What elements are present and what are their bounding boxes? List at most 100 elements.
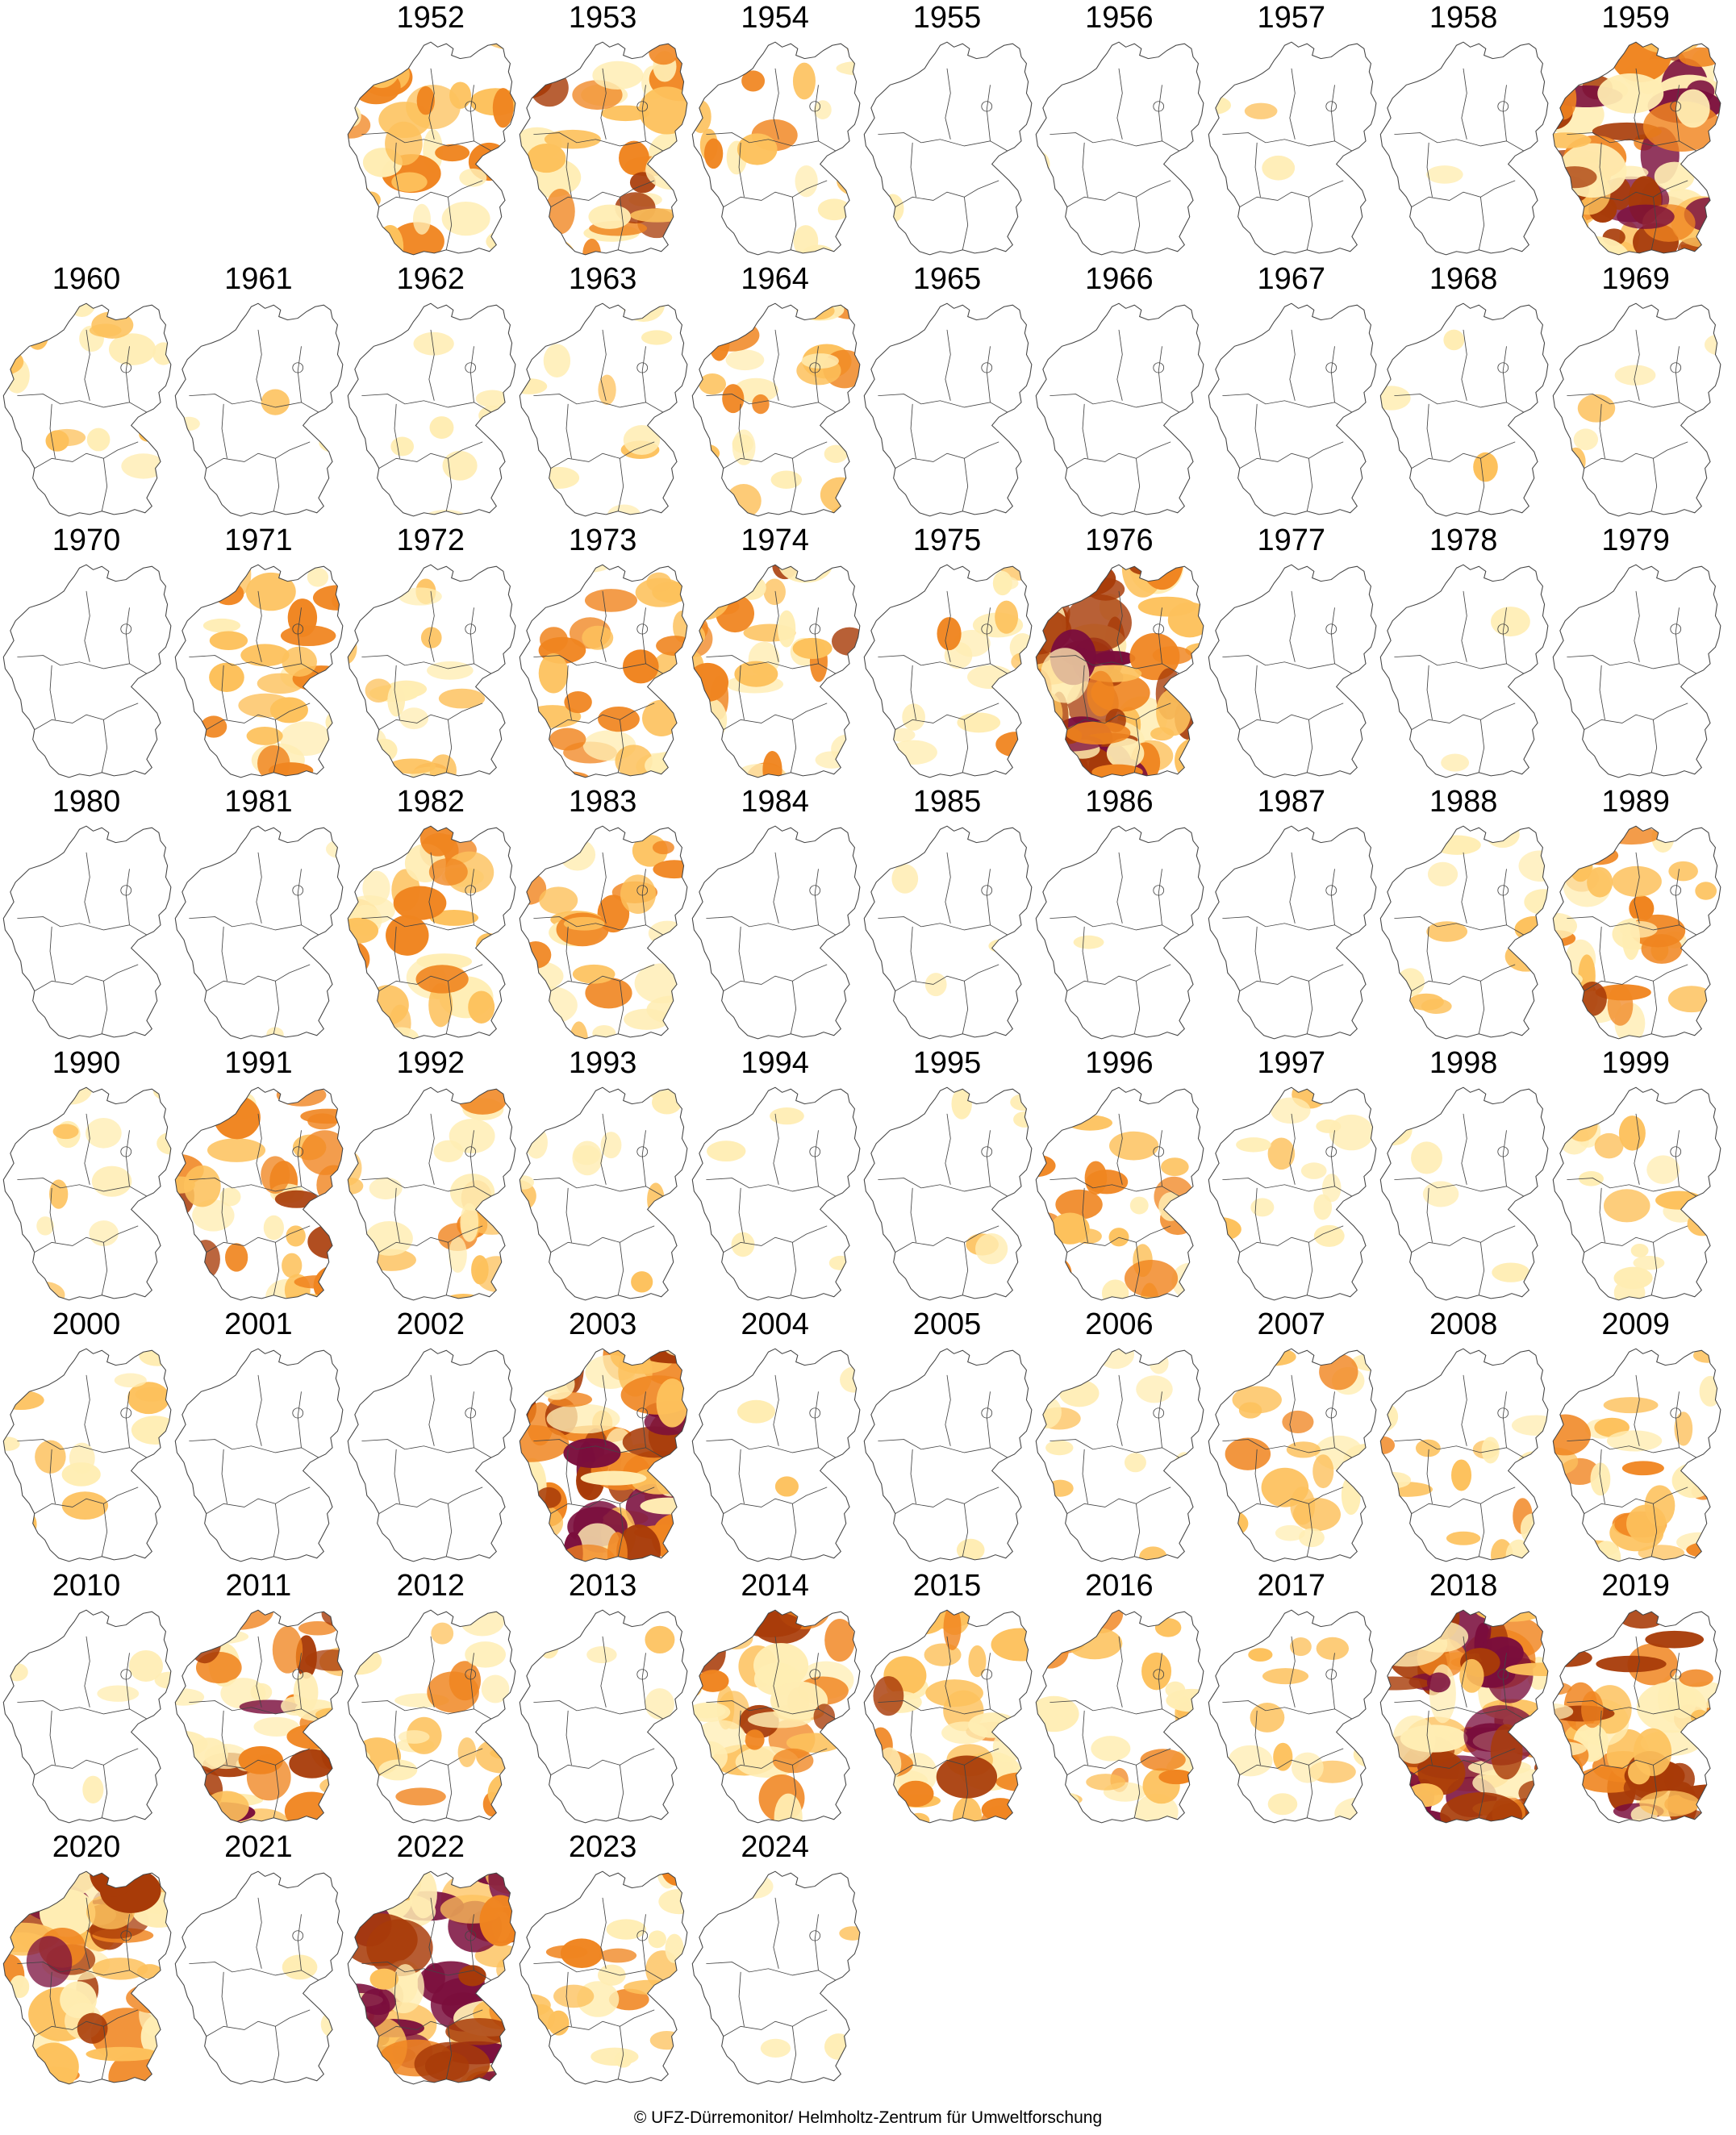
drought-patch (718, 1627, 753, 1650)
drought-patch (128, 1649, 164, 1682)
drought-patch (652, 1090, 682, 1115)
drought-patch (725, 484, 762, 516)
drought-patch (1564, 1610, 1605, 1626)
drought-patch (1671, 1462, 1714, 1499)
country-border (863, 564, 1033, 778)
country-border (1379, 41, 1549, 256)
state-border (1502, 607, 1508, 664)
drought-patch (520, 61, 557, 77)
drought-patch (1586, 866, 1613, 898)
drought-patch (1158, 1769, 1195, 1785)
state-border (125, 607, 130, 664)
state-border (1066, 964, 1171, 991)
drought-patch (1481, 1437, 1500, 1464)
drought-patch (608, 1988, 649, 2011)
drought-patch (539, 1634, 559, 1659)
year-label: 1988 (1429, 785, 1498, 819)
country-fill (1208, 42, 1376, 255)
drought-map (1036, 1609, 1204, 1824)
year-map-1958: 1958 (1377, 0, 1550, 261)
state-border (298, 1391, 303, 1448)
state-border (1566, 655, 1696, 674)
state-border (273, 981, 280, 1034)
drought-patch (371, 738, 398, 762)
state-border (641, 1914, 647, 1970)
state-border (773, 329, 779, 401)
country-border (863, 825, 1033, 1040)
drought-patch (1097, 1349, 1135, 1370)
drought-patch (390, 436, 414, 457)
state-border (1325, 101, 1337, 112)
state-border (1330, 1130, 1335, 1186)
drought-patch (77, 2012, 108, 2044)
year-label: 2017 (1257, 1569, 1326, 1603)
state-border (34, 1487, 139, 1514)
year-label: 1978 (1429, 523, 1498, 557)
drought-map (1208, 564, 1377, 778)
country-border (1379, 1086, 1549, 1301)
drought-patch (741, 70, 765, 92)
state-border (1330, 1653, 1335, 1709)
drought-map (691, 1348, 861, 1562)
drought-patch (429, 416, 454, 440)
drought-patch (1261, 1467, 1308, 1507)
state-border (981, 1146, 993, 1157)
year-map-1968: 1968 (1377, 261, 1550, 523)
drought-patch (1552, 1803, 1588, 1823)
drought-patch (1273, 1742, 1293, 1771)
drought-patch (3, 1875, 54, 1908)
state-border (49, 1710, 56, 1766)
state-border (256, 1113, 263, 1185)
state-border (101, 1765, 108, 1818)
drought-map (1036, 302, 1204, 517)
year-map-1975: 1975 (861, 523, 1033, 784)
drought-map (175, 302, 344, 517)
drought-patch (1329, 1114, 1374, 1151)
drought-patch (1607, 985, 1633, 1026)
drought-patch (708, 1610, 736, 1641)
state-border (641, 85, 647, 141)
state-border (1325, 362, 1337, 373)
year-map-1979: 1979 (1550, 523, 1722, 784)
drought-patch (616, 1524, 661, 1562)
state-border (84, 590, 90, 662)
drought-patch (348, 1871, 411, 1885)
drought-patch (48, 1179, 69, 1209)
drought-patch (691, 1610, 714, 1652)
country-fill (175, 1349, 344, 1562)
state-border (773, 590, 779, 662)
drought-patch (92, 1958, 148, 1980)
drought-patch (974, 1232, 1008, 1265)
state-border (1426, 1449, 1433, 1504)
state-border (723, 1748, 827, 1775)
country-border (347, 1348, 516, 1562)
year-map-2009: 2009 (1550, 1307, 1722, 1568)
drought-patch (539, 1367, 575, 1400)
state-border (273, 719, 280, 773)
drought-patch (937, 617, 962, 651)
year-map-1962: 1962 (344, 261, 517, 523)
drought-patch (348, 1871, 366, 1879)
drought-map (175, 825, 344, 1040)
drought-patch (1428, 861, 1458, 886)
country-fill (520, 1610, 688, 1823)
drought-patch (691, 1994, 706, 2012)
drought-patch (588, 204, 632, 229)
drought-patch (348, 1776, 369, 1795)
drought-patch (1380, 1676, 1431, 1691)
drought-patch (261, 389, 290, 415)
drought-patch (393, 886, 447, 920)
drought-patch (1580, 846, 1618, 865)
state-border (378, 964, 483, 991)
drought-patch (956, 1538, 985, 1562)
state-border (814, 85, 819, 141)
state-border (125, 1914, 130, 1970)
state-border (1584, 964, 1688, 991)
drought-patch (1250, 1349, 1296, 1366)
drought-patch (793, 225, 818, 255)
state-border (1502, 346, 1508, 402)
state-border (394, 1971, 400, 2027)
drought-patch (1217, 223, 1243, 252)
drought-patch (696, 1670, 729, 1692)
drought-patch (388, 758, 436, 774)
